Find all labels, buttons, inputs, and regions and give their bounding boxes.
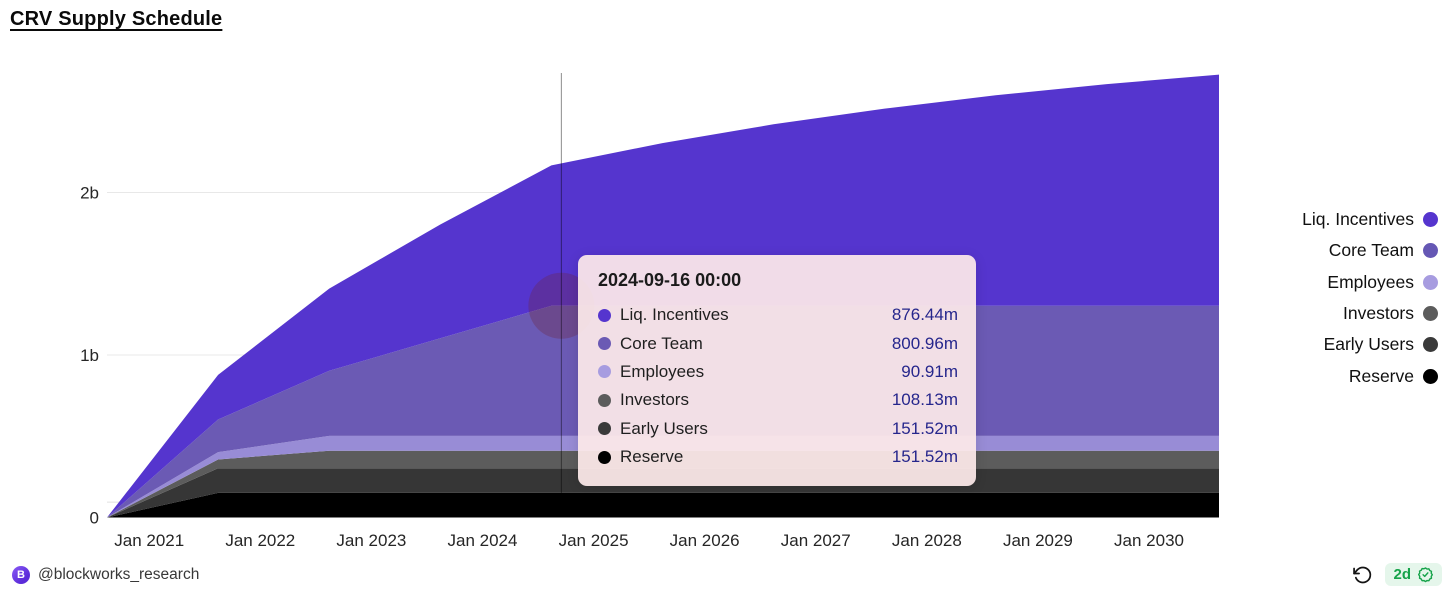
tooltip-series-value: 151.52m	[891, 418, 958, 438]
series-dot-icon	[598, 393, 611, 407]
footer-controls: 2d	[1351, 563, 1442, 586]
legend-dot-icon	[1423, 274, 1438, 290]
series-dot-icon	[598, 422, 611, 436]
tooltip-series-value: 876.44m	[891, 305, 958, 325]
x-tick-label: Jan 2026	[670, 531, 740, 550]
series-dot-icon	[598, 365, 611, 379]
post-age-badge[interactable]: 2d	[1385, 563, 1442, 586]
tooltip-date: 2024-09-16 00:00	[598, 270, 742, 290]
x-tick-label: Jan 2021	[114, 531, 184, 550]
series-dot-icon	[598, 337, 611, 351]
x-tick-label: Jan 2028	[892, 531, 962, 550]
legend-item[interactable]: Employees	[1302, 267, 1438, 298]
x-tick-label: Jan 2024	[448, 531, 518, 550]
tooltip-series-value: 151.52m	[891, 447, 958, 467]
y-tick-label: 0	[90, 509, 99, 528]
x-tick-label: Jan 2023	[336, 531, 406, 550]
y-tick-label: 2b	[80, 184, 99, 203]
legend-label: Liq. Incentives	[1302, 209, 1414, 230]
blockworks-logo-icon: B	[12, 566, 30, 584]
x-tick-label: Jan 2025	[559, 531, 629, 550]
legend-dot-icon	[1423, 212, 1438, 228]
tooltip-series-label: Reserve	[620, 447, 684, 467]
legend-dot-icon	[1423, 368, 1438, 384]
legend-label: Reserve	[1348, 365, 1414, 386]
rotate-ccw-icon	[1352, 565, 1372, 585]
legend-label: Early Users	[1323, 334, 1414, 355]
tooltip-series-label: Core Team	[620, 333, 703, 353]
legend-item[interactable]: Investors	[1302, 298, 1438, 329]
legend-dot-icon	[1423, 337, 1438, 353]
area-reserve[interactable]	[107, 492, 1219, 518]
attribution: B @blockworks_research	[12, 566, 199, 584]
replay-button[interactable]	[1351, 564, 1373, 586]
x-tick-label: Jan 2027	[781, 531, 851, 550]
tooltip-series-label: Employees	[620, 361, 705, 381]
x-tick-label: Jan 2029	[1003, 531, 1073, 550]
x-tick-label: Jan 2030	[1114, 531, 1184, 550]
tooltip-row: Core Team 800.96m	[596, 329, 958, 357]
legend-item[interactable]: Core Team	[1302, 235, 1438, 266]
tooltip-series-label: Investors	[620, 390, 689, 410]
tooltip-series-value: 800.96m	[891, 333, 958, 353]
legend-label: Investors	[1343, 303, 1414, 324]
chart-tooltip: 2024-09-16 00:00 Liq. Incentives 876.44m C…	[578, 255, 976, 487]
x-tick-label: Jan 2022	[225, 531, 295, 550]
legend-item[interactable]: Liq. Incentives	[1302, 204, 1438, 235]
chart-legend: Liq. Incentives Core Team Employees Investo…	[1302, 204, 1438, 392]
author-handle: @blockworks_research	[38, 566, 200, 583]
post-age: 2d	[1393, 566, 1411, 583]
legend-item[interactable]: Early Users	[1302, 329, 1438, 360]
tooltip-series-label: Liq. Incentives	[620, 305, 729, 325]
page-title: CRV Supply Schedule	[10, 8, 223, 30]
series-dot-icon	[598, 450, 611, 464]
tooltip-series-label: Early Users	[620, 418, 708, 438]
verified-check-icon	[1417, 566, 1434, 583]
legend-dot-icon	[1423, 243, 1438, 259]
legend-label: Core Team	[1328, 240, 1414, 261]
tooltip-row: Investors 108.13m	[596, 386, 958, 414]
series-dot-icon	[598, 308, 611, 322]
tooltip-series-value: 108.13m	[891, 390, 958, 410]
hover-highlight	[528, 272, 595, 339]
tooltip-row: Reserve 151.52m	[596, 443, 958, 471]
legend-item[interactable]: Reserve	[1302, 360, 1438, 391]
tooltip-row: Early Users 151.52m	[596, 415, 958, 443]
legend-dot-icon	[1423, 306, 1438, 322]
area-employees[interactable]	[107, 435, 1219, 518]
legend-label: Employees	[1327, 271, 1414, 292]
tooltip-series-value: 90.91m	[901, 361, 958, 381]
tooltip-row: Liq. Incentives 876.44m	[596, 301, 958, 329]
tooltip-row: Employees 90.91m	[596, 358, 958, 386]
y-tick-label: 1b	[80, 346, 99, 365]
